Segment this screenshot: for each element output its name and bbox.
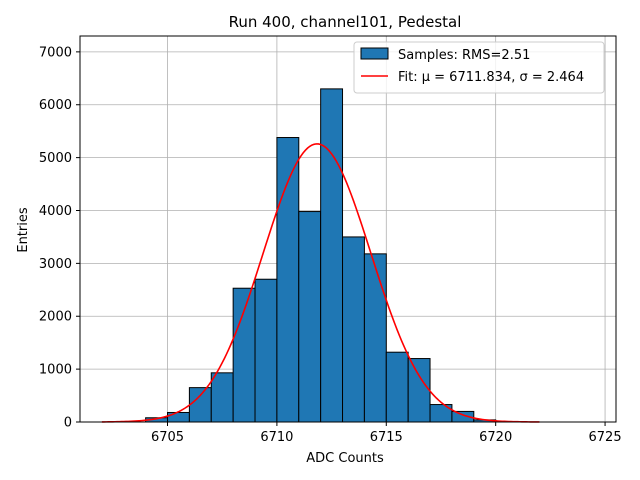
y-tick-label: 3000 — [39, 257, 72, 272]
y-tick-label: 5000 — [39, 151, 72, 166]
plot-frame — [79, 35, 617, 423]
x-tick-label: 6725 — [589, 430, 622, 445]
y-axis-label: Entries — [16, 207, 31, 253]
y-tick-label: 2000 — [39, 310, 72, 325]
histogram-bar — [342, 236, 365, 423]
legend-fit-label: Fit: μ = 6711.834, σ = 2.464 — [398, 70, 584, 85]
x-tick-label: 6705 — [151, 430, 184, 445]
fit-curve — [101, 143, 540, 423]
y-tick-label: 7000 — [39, 45, 72, 60]
x-tick-label: 6710 — [260, 430, 293, 445]
histogram-bar — [320, 88, 344, 423]
y-tick-label: 1000 — [39, 363, 72, 378]
x-tick-label: 6720 — [479, 430, 512, 445]
legend-histogram-label: Samples: RMS=2.51 — [398, 48, 530, 63]
legend-histogram-swatch — [360, 47, 389, 60]
legend-box — [353, 41, 605, 94]
histogram-bar — [188, 387, 212, 423]
histogram-bar — [254, 278, 278, 423]
y-tick-label: 0 — [64, 416, 72, 431]
y-tick-label: 6000 — [39, 98, 72, 113]
histogram-bar — [407, 358, 431, 423]
x-axis-label: ADC Counts — [306, 451, 384, 466]
legend: Samples: RMS=2.51 Fit: μ = 6711.834, σ =… — [353, 41, 605, 94]
histogram-bar — [363, 253, 387, 423]
x-tick-label: 6715 — [370, 430, 403, 445]
histogram-bars — [145, 88, 497, 423]
histogram-bar — [298, 211, 322, 423]
histogram-bar — [385, 351, 409, 423]
histogram-bar — [167, 411, 190, 423]
histogram-bar — [210, 372, 234, 423]
chart-title: Run 400, channel101, Pedestal — [229, 13, 462, 31]
x-axis-ticks: 6705 6710 6715 6720 6725 — [151, 422, 622, 445]
y-axis-ticks: 0 1000 2000 3000 4000 5000 6000 7000 — [39, 45, 80, 431]
y-tick-label: 4000 — [39, 204, 72, 219]
